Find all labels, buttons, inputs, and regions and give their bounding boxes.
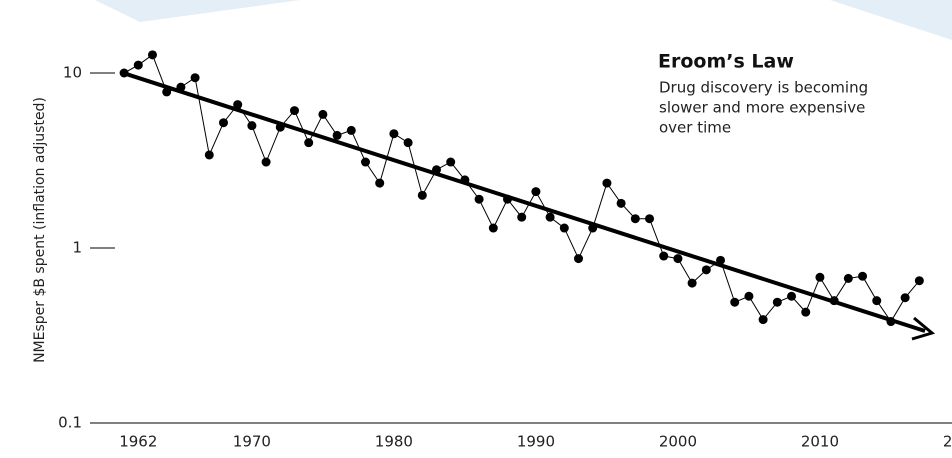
data-point <box>872 296 882 306</box>
trend-arrow <box>122 71 926 333</box>
data-point <box>630 214 640 224</box>
data-point <box>758 315 768 325</box>
data-point <box>332 130 342 140</box>
data-point <box>545 212 555 222</box>
data-point <box>574 254 584 264</box>
trend-arrowhead <box>911 316 936 341</box>
data-point <box>829 296 839 306</box>
data-point <box>233 100 243 110</box>
data-point <box>559 223 569 233</box>
data-point <box>460 175 470 185</box>
data-point <box>801 307 811 317</box>
data-point <box>787 291 797 301</box>
data-point <box>645 214 655 224</box>
data-point <box>190 73 200 83</box>
chart-title: Eroom’s Law <box>658 51 794 73</box>
y-tick-label: 1 <box>72 239 82 257</box>
data-point <box>261 157 271 167</box>
x-tick-label: 1980 <box>375 433 413 451</box>
data-point <box>389 129 399 139</box>
data-point <box>914 276 924 286</box>
background-shape <box>95 0 300 22</box>
subtitle: Drug discovery is becoming <box>659 79 868 97</box>
data-point <box>531 187 541 197</box>
data-point <box>772 297 782 307</box>
data-point <box>432 165 442 175</box>
background-shape <box>830 0 952 40</box>
data-point <box>162 87 172 97</box>
subtitle: over time <box>659 119 731 137</box>
data-point <box>673 254 683 264</box>
data-point <box>716 255 726 265</box>
data-point <box>517 212 527 222</box>
data-point <box>588 223 598 233</box>
y-tick-label: 10 <box>63 64 82 82</box>
data-point <box>275 122 285 132</box>
data-point <box>815 272 825 282</box>
data-point <box>289 106 299 116</box>
data-point <box>346 125 356 135</box>
data-point <box>318 109 328 119</box>
x-tick-label: 1962 <box>119 433 157 451</box>
data-point <box>147 50 157 60</box>
data-point <box>602 178 612 188</box>
data-point <box>503 194 513 204</box>
data-point <box>616 198 626 208</box>
x-tick-label: 2020 <box>943 433 952 451</box>
x-tick-label: 1990 <box>517 433 555 451</box>
y-tick-label: 0.1 <box>58 414 82 432</box>
data-point <box>176 82 186 92</box>
data-point <box>659 251 669 261</box>
data-point <box>304 138 314 148</box>
data-point <box>403 138 413 148</box>
data-point <box>900 293 910 303</box>
data-point <box>247 121 257 131</box>
data-point <box>488 223 498 233</box>
data-point <box>360 157 370 167</box>
data-point <box>375 178 385 188</box>
data-point <box>474 194 484 204</box>
subtitle: slower and more expensive <box>659 99 865 117</box>
data-point <box>417 190 427 200</box>
data-point <box>687 278 697 288</box>
y-axis-label: NMEsper $B spent (inflation adjusted) <box>32 97 48 363</box>
data-point <box>133 60 143 70</box>
data-point <box>218 118 228 128</box>
data-point <box>446 157 456 167</box>
data-point <box>744 291 754 301</box>
x-tick-label: 1970 <box>233 433 271 451</box>
data-point <box>204 150 214 160</box>
data-point <box>886 317 896 327</box>
data-point <box>119 68 129 78</box>
data-point <box>701 265 711 275</box>
data-point <box>730 297 740 307</box>
x-tick-label: 2010 <box>801 433 839 451</box>
data-point <box>843 273 853 283</box>
data-point <box>858 271 868 281</box>
x-tick-label: 2000 <box>659 433 697 451</box>
